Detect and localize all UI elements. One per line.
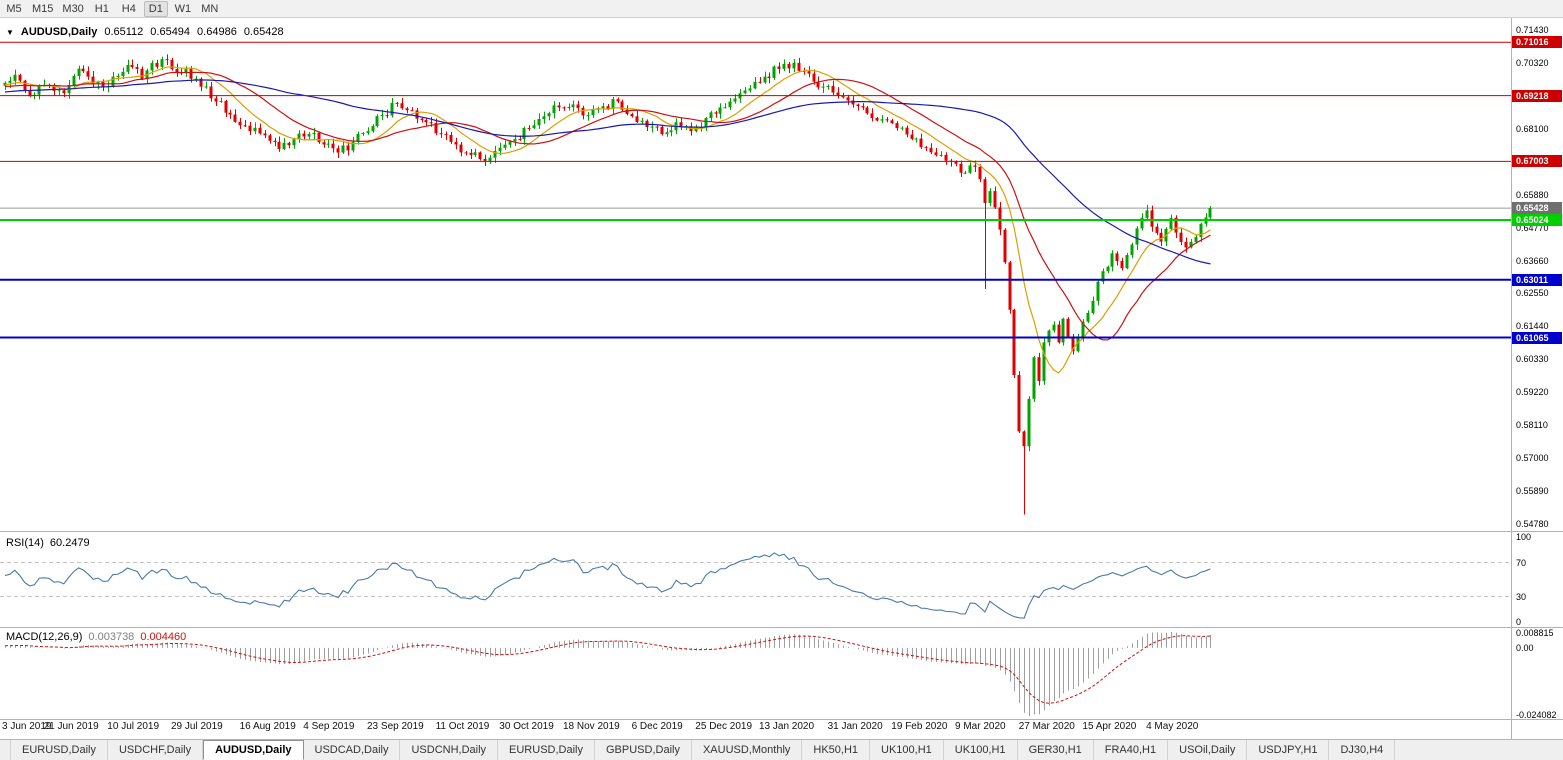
chart-tab-uk100-h1[interactable]: UK100,H1 [944, 740, 1018, 760]
time-axis-label: 21 Jun 2019 [43, 721, 99, 732]
price-axis-label: 0.68100 [1516, 123, 1549, 134]
rsi-axis-label: 0 [1516, 617, 1522, 627]
macd-main-value: 0.003738 [88, 631, 135, 643]
price-axis-label: 0.55890 [1516, 486, 1549, 497]
price-axis-label: 0.57000 [1516, 453, 1549, 464]
chart-tab-usdcnh-daily[interactable]: USDCNH,Daily [400, 740, 499, 760]
price-level-tag[interactable]: 0.67003 [1512, 155, 1562, 167]
chart-tab-usdchf-daily[interactable]: USDCHF,Daily [108, 740, 204, 760]
chart-collapse-icon[interactable]: ▼ [6, 27, 14, 37]
time-axis-label: 11 Oct 2019 [435, 721, 490, 732]
time-axis-label: 19 Feb 2020 [891, 721, 948, 732]
time-axis-label: 29 Jul 2019 [171, 721, 223, 732]
time-axis-label: 3 Jun 2019 [2, 721, 52, 732]
macd-signal-value: 0.004460 [140, 631, 187, 643]
timeframe-button-mn[interactable]: MN [201, 2, 219, 15]
price-chart-canvas[interactable] [0, 18, 1563, 739]
macd-indicator-label: MACD(12,26,9) 0.003738 0.004460 [6, 631, 186, 643]
chart-tabs-bar: EURUSD,Daily USDCHF,Daily AUDUSD,Daily USDC… [0, 739, 1563, 760]
time-axis-label: 4 May 2020 [1146, 721, 1199, 732]
ohlc-low-value: 0.64986 [197, 26, 237, 38]
timeframe-button-h4[interactable]: H4 [121, 2, 136, 15]
time-axis-label: 4 Sep 2019 [303, 721, 355, 732]
chart-tab-hk50-h1[interactable]: HK50,H1 [802, 740, 871, 760]
time-axis-label: 31 Jan 2020 [827, 721, 883, 732]
price-level-tag[interactable]: 0.71016 [1512, 36, 1562, 48]
price-axis-label: 0.62550 [1516, 288, 1549, 299]
price-axis-label: 0.54780 [1516, 518, 1549, 529]
rsi-value: 60.2479 [49, 537, 90, 549]
timeframe-button-h1[interactable]: H1 [94, 2, 109, 15]
timeframe-button-w1[interactable]: W1 [174, 2, 192, 15]
chart-tab-uk100-h1[interactable]: UK100,H1 [870, 740, 944, 760]
price-level-tag[interactable]: 0.69218 [1512, 90, 1562, 102]
chart-tab-dj30-h4[interactable]: DJ30,H4 [1329, 740, 1396, 760]
price-level-tag[interactable]: 0.63011 [1512, 274, 1562, 286]
timeframe-toolbar: M5 M15 M30 H1 H4 D1 W1 MN [0, 0, 1563, 18]
rsi-indicator-label: RSI(14) 60.2479 [6, 537, 90, 549]
price-axis-label: 0.65880 [1516, 189, 1549, 200]
rsi-axis-label: 70 [1516, 557, 1527, 568]
time-axis-label: 6 Dec 2019 [631, 721, 683, 732]
timeframe-button-m5[interactable]: M5 [6, 2, 22, 15]
time-axis-label: 16 Aug 2019 [239, 721, 296, 732]
chart-tab-audusd-daily[interactable]: AUDUSD,Daily [203, 740, 304, 760]
bid-price-tag: 0.65428 [1512, 202, 1562, 214]
price-axis-label: 0.71430 [1516, 24, 1549, 35]
price-level-tag[interactable]: 0.65024 [1512, 214, 1562, 226]
price-level-tag[interactable]: 0.61065 [1512, 332, 1562, 344]
rsi-axis-label: 100 [1516, 532, 1532, 542]
time-axis-label: 30 Oct 2019 [499, 721, 554, 732]
time-axis-label: 13 Jan 2020 [759, 721, 815, 732]
time-axis-label: 27 Mar 2020 [1018, 721, 1075, 732]
chart-tab-gbpusd-daily[interactable]: GBPUSD,Daily [595, 740, 692, 760]
time-axis-label: 15 Apr 2020 [1082, 721, 1137, 732]
chart-area: ▼ AUDUSD,Daily 0.65112 0.65494 0.64986 0… [0, 18, 1563, 739]
price-axis-label: 0.58110 [1516, 420, 1548, 431]
chart-tab-fra40-h1[interactable]: FRA40,H1 [1094, 740, 1169, 760]
time-axis-label: 18 Nov 2019 [563, 721, 620, 732]
chart-tab-usdjpy-h1[interactable]: USDJPY,H1 [1247, 740, 1330, 760]
price-axis-label: 0.59220 [1516, 387, 1549, 398]
time-axis-label: 9 Mar 2020 [955, 721, 1006, 732]
timeframe-button-m15[interactable]: M15 [32, 2, 54, 15]
chart-tab-xauusd-monthly[interactable]: XAUUSD,Monthly [692, 740, 803, 760]
chart-tab-eurusd-daily[interactable]: EURUSD,Daily [498, 740, 595, 760]
macd-axis-label: 0.008815 [1516, 628, 1554, 638]
macd-name: MACD(12,26,9) [6, 631, 83, 643]
chart-tab-usdcad-daily[interactable]: USDCAD,Daily [304, 740, 401, 760]
ohlc-open-value: 0.65112 [104, 26, 144, 38]
macd-axis-label: -0.024082 [1516, 710, 1557, 720]
chart-symbol-label: AUDUSD,Daily [20, 26, 98, 38]
price-axis-label: 0.61440 [1516, 321, 1549, 332]
timeframe-button-m30[interactable]: M30 [62, 2, 84, 15]
ohlc-high-value: 0.65494 [150, 26, 191, 38]
time-axis-label: 23 Sep 2019 [367, 721, 424, 732]
ohlc-close-value: 0.65428 [243, 26, 284, 38]
price-axis-label: 0.70320 [1516, 57, 1549, 68]
rsi-name: RSI(14) [6, 537, 44, 549]
chart-tab-eurusd-daily[interactable]: EURUSD,Daily [10, 740, 108, 760]
chart-tab-ger30-h1[interactable]: GER30,H1 [1018, 740, 1094, 760]
chart-ohlc-header: ▼ AUDUSD,Daily 0.65112 0.65494 0.64986 0… [6, 26, 284, 38]
time-axis-label: 10 Jul 2019 [107, 721, 160, 732]
chart-tab-usoil-daily[interactable]: USOil,Daily [1168, 740, 1248, 760]
price-axis-label: 0.64770 [1516, 222, 1549, 233]
rsi-axis-label: 30 [1516, 591, 1527, 602]
price-axis-label: 0.60330 [1516, 354, 1549, 365]
price-axis-label: 0.63660 [1516, 255, 1549, 266]
time-axis-label: 25 Dec 2019 [695, 721, 753, 732]
macd-axis-label: 0.00 [1516, 642, 1534, 653]
timeframe-button-d1[interactable]: D1 [143, 0, 168, 17]
